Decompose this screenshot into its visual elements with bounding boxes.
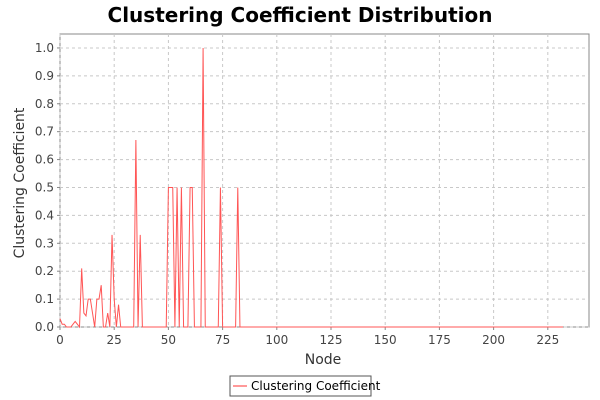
y-tick-label: 0.0 [35,320,54,334]
y-axis-label: Clustering Coefficient [12,107,28,258]
x-tick-label: 75 [215,333,230,347]
x-tick-label: 125 [320,333,343,347]
axis-ticks: 0.0 0.1 0.2 0.3 0.4 0.5 0.6 0.7 0.8 0.9 1.0 0 25 50 75… [35,41,559,347]
legend-label: Clustering Coefficient [251,379,381,393]
y-tick-label: 0.1 [35,292,54,306]
x-tick-label: 25 [107,333,122,347]
y-tick-label: 0.3 [35,236,54,250]
chart-title: Clustering Coefficient Distribution [108,3,493,27]
legend-box [229,375,372,397]
y-tick-label: 0.5 [35,180,54,194]
x-tick-label: 200 [482,333,505,347]
series-group [59,47,563,329]
series-line [59,47,563,329]
y-tick-label: 0.6 [35,153,54,167]
y-tick-label: 0.7 [35,125,54,139]
legend: Clustering Coefficient [229,375,381,397]
y-tick-label: 0.2 [35,264,54,278]
x-axis-label: Node [305,352,342,368]
x-tick-label: 150 [374,333,397,347]
x-tick-label: 100 [265,333,288,347]
x-tick-label: 50 [161,333,176,347]
x-tick-label: 175 [428,333,451,347]
y-tick-label: 1.0 [35,41,54,55]
y-tick-label: 0.4 [35,208,54,222]
y-tick-label: 0.8 [35,97,54,111]
x-tick-label: 0 [56,333,64,347]
y-tick-label: 0.9 [35,69,54,83]
plot-area [59,33,590,328]
x-tick-label: 225 [536,333,559,347]
